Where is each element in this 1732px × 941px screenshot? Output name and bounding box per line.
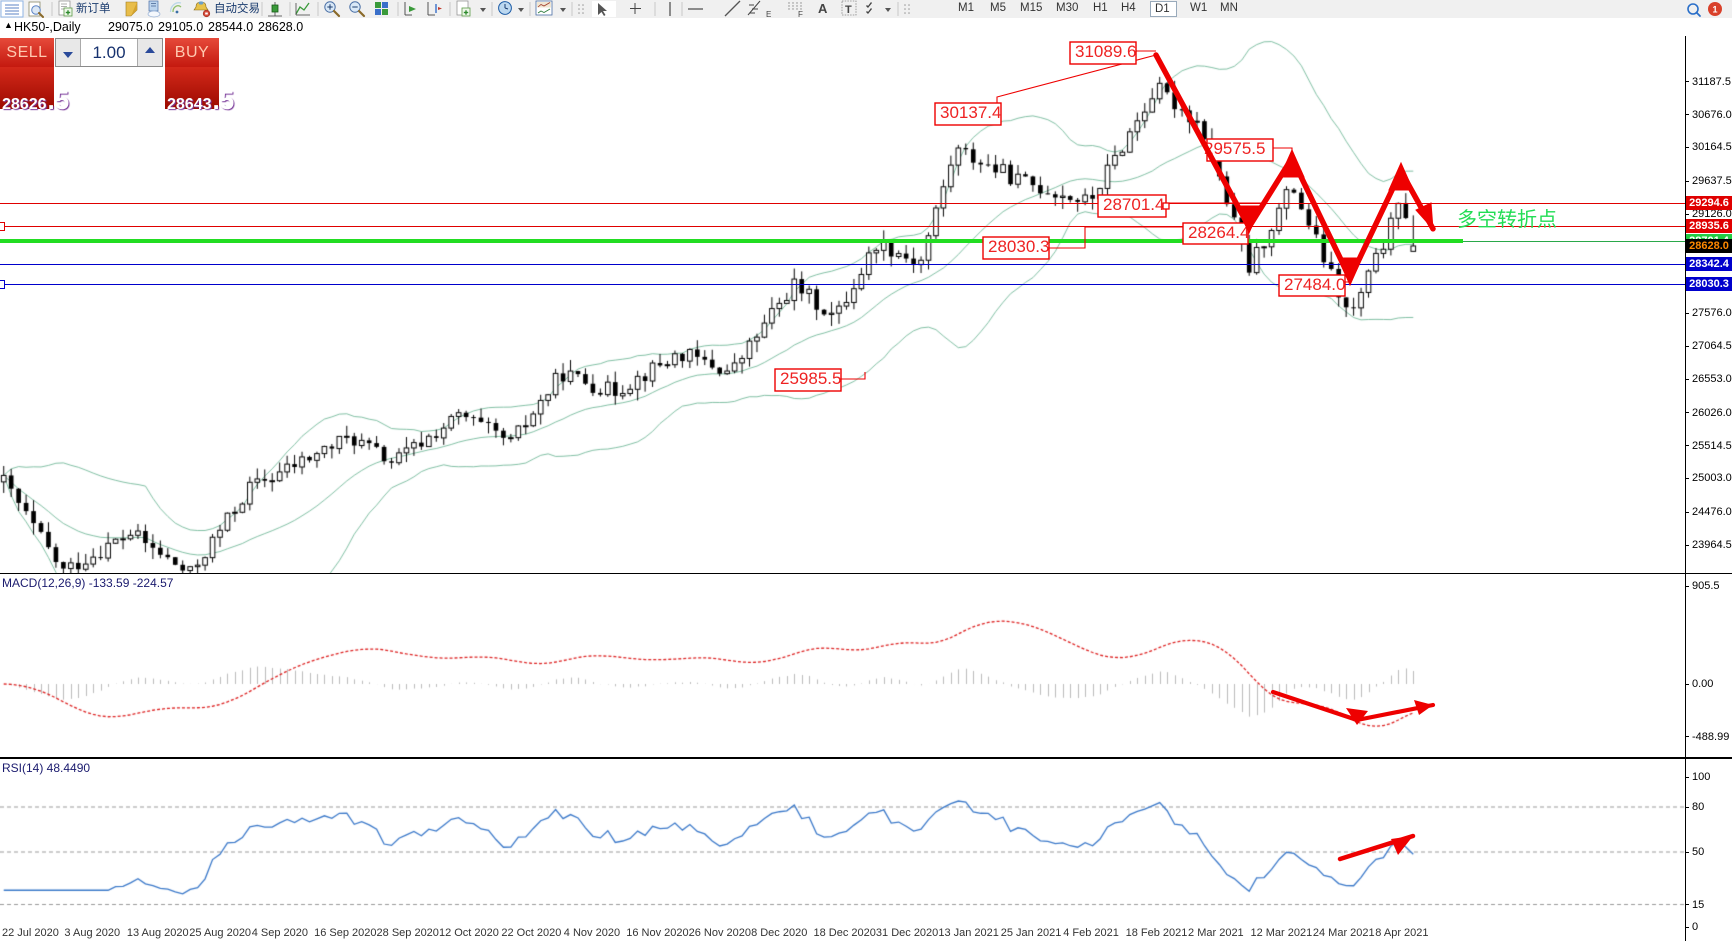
svg-text:F: F: [798, 10, 803, 18]
svg-text:25985.5: 25985.5: [780, 369, 841, 388]
svg-text:E: E: [766, 10, 771, 18]
svg-text:1: 1: [1712, 5, 1717, 15]
svg-text:新订单: 新订单: [76, 1, 111, 15]
svg-text:T: T: [845, 4, 852, 16]
svg-text:自动交易: 自动交易: [214, 1, 260, 15]
svg-text:31089.6: 31089.6: [1075, 42, 1136, 61]
svg-text:28030.3: 28030.3: [988, 237, 1049, 256]
svg-text:28701.4: 28701.4: [1103, 195, 1164, 214]
svg-text:多空转折点: 多空转折点: [1457, 208, 1557, 231]
svg-text:27484.0: 27484.0: [1284, 275, 1345, 294]
svg-text:28264.4: 28264.4: [1188, 223, 1249, 242]
svg-text:A: A: [818, 1, 828, 16]
svg-text:30137.4: 30137.4: [940, 103, 1001, 122]
